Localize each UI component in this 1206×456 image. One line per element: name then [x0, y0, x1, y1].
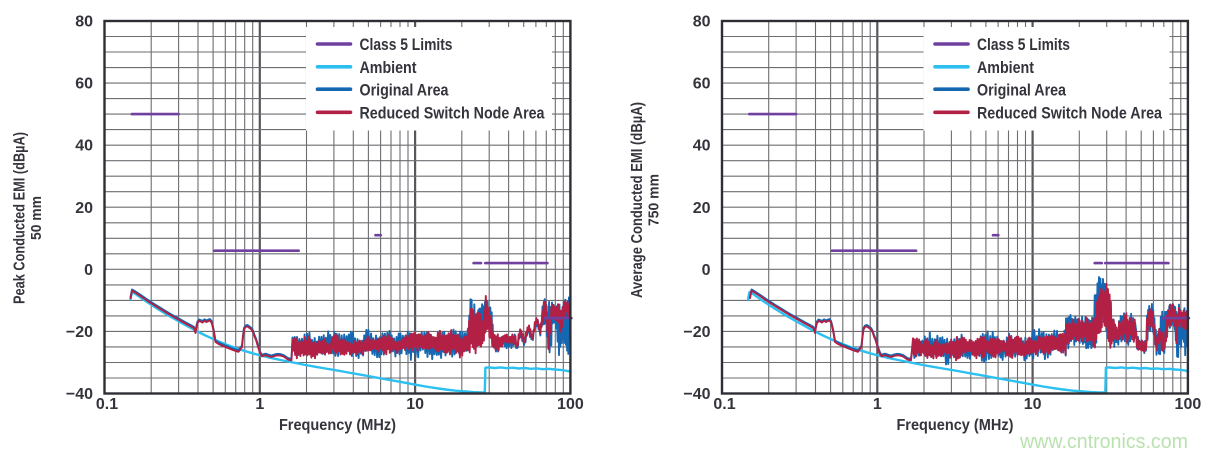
svg-text:Class 5 Limits: Class 5 Limits [360, 35, 453, 54]
svg-text:www.cntronics.com: www.cntronics.com [1019, 431, 1188, 453]
svg-text:Original Area: Original Area [977, 80, 1066, 99]
svg-text:40: 40 [75, 138, 93, 155]
svg-text:80: 80 [693, 14, 711, 31]
svg-text:Frequency (MHz): Frequency (MHz) [279, 417, 396, 434]
svg-text:Average Conducted EMI (dBµA): Average Conducted EMI (dBµA) [629, 102, 646, 298]
svg-text:20: 20 [75, 200, 93, 217]
svg-text:Ambient: Ambient [977, 58, 1034, 77]
svg-text:750 mm: 750 mm [646, 174, 663, 226]
svg-text:1: 1 [255, 396, 264, 413]
svg-text:50 mm: 50 mm [28, 196, 45, 240]
svg-text:10: 10 [406, 396, 424, 413]
svg-text:Ambient: Ambient [360, 58, 417, 77]
svg-text:40: 40 [693, 138, 711, 155]
svg-text:60: 60 [693, 76, 711, 93]
svg-text:10: 10 [1024, 396, 1042, 413]
svg-text:20: 20 [693, 200, 711, 217]
svg-text:80: 80 [75, 14, 93, 31]
svg-text:−20: −20 [66, 324, 93, 341]
svg-text:−20: −20 [683, 324, 710, 341]
svg-text:100: 100 [1175, 396, 1202, 413]
svg-text:Original Area: Original Area [360, 80, 449, 99]
svg-text:0.1: 0.1 [713, 396, 735, 413]
svg-text:Reduced Switch Node Area: Reduced Switch Node Area [360, 104, 545, 123]
svg-text:1: 1 [873, 396, 882, 413]
svg-text:0.1: 0.1 [96, 396, 118, 413]
svg-text:−40: −40 [66, 386, 93, 403]
svg-text:−40: −40 [683, 386, 710, 403]
svg-text:100: 100 [557, 396, 584, 413]
svg-text:Frequency (MHz): Frequency (MHz) [896, 417, 1013, 434]
svg-text:0: 0 [702, 262, 711, 279]
svg-text:0: 0 [84, 262, 93, 279]
svg-text:Reduced Switch Node Area: Reduced Switch Node Area [977, 104, 1162, 123]
svg-text:Class 5 Limits: Class 5 Limits [977, 35, 1070, 54]
svg-text:60: 60 [75, 76, 93, 93]
svg-text:Peak Conducted EMI (dBµA): Peak Conducted EMI (dBµA) [12, 132, 29, 304]
